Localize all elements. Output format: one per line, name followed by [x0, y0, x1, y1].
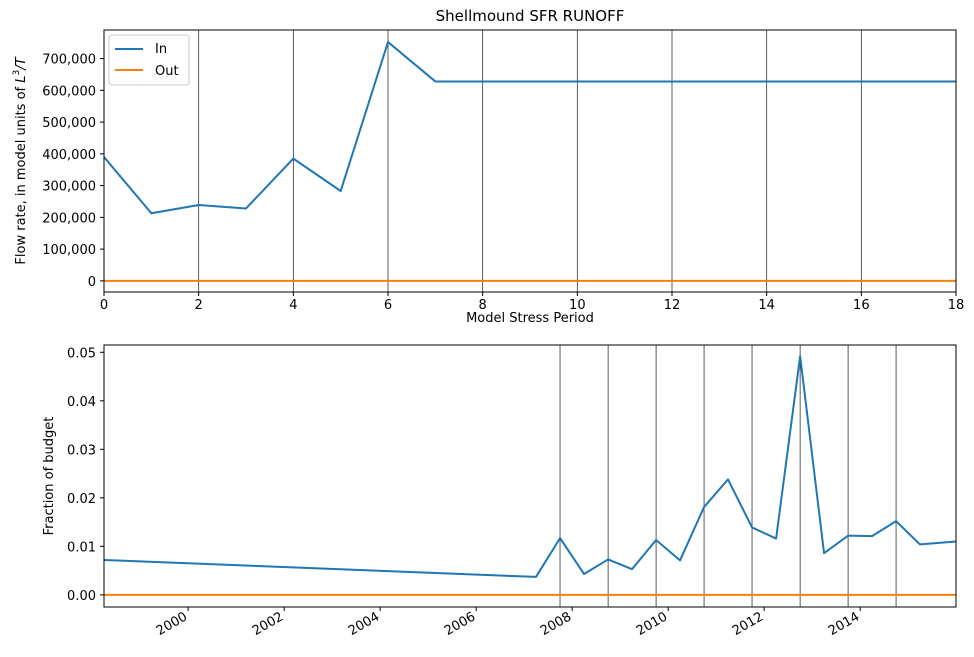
bottom-x-tick-label: 2006 — [442, 609, 478, 639]
top-y-axis-label-T: /T — [14, 56, 29, 70]
top-x-tick-label: 2 — [195, 298, 203, 313]
top-x-tick-label: 8 — [479, 298, 487, 313]
legend-in-label: In — [155, 42, 167, 57]
bottom-y-tick-label: 0.05 — [67, 346, 96, 361]
top-series-line-in — [103, 41, 956, 215]
top-series — [103, 41, 956, 282]
bottom-y-tick-label: 0.04 — [67, 395, 96, 410]
bottom-x-tick-label: 2000 — [154, 609, 190, 639]
bottom-y-tick-label: 0.02 — [67, 492, 96, 507]
top-y-axis-label: Flow rate, in model units of L3/T — [12, 56, 29, 264]
bottom-y-tick-label: 0.03 — [67, 443, 96, 458]
top-x-tick-label: 4 — [289, 298, 297, 313]
top-y-axis-label-prefix: Flow rate, in model units of — [14, 83, 29, 265]
bottom-series-line-in — [103, 355, 957, 578]
top-x-tick-label: 14 — [758, 298, 775, 313]
bottom-y-axis-label: Fraction of budget — [42, 417, 57, 536]
bottom-x-axis: 2000 2002 2004 2006 2008 2010 2012 2014 — [154, 607, 862, 639]
top-y-tick-label: 100,000 — [42, 243, 96, 258]
bottom-x-tick-label: 2008 — [538, 609, 574, 639]
bottom-series — [103, 355, 957, 596]
bottom-y-tick-label: 0.00 — [67, 589, 96, 604]
top-x-tick-label: 12 — [664, 298, 681, 313]
top-y-axis-label-L: L — [14, 75, 29, 82]
top-x-tick-label: 18 — [948, 298, 965, 313]
legend-frame — [108, 34, 190, 86]
top-y-tick-label: 0 — [88, 275, 96, 290]
top-legend: In Out — [108, 34, 190, 86]
top-panel: Shellmound SFR RUNOFF 0100,000200,000300… — [12, 7, 964, 326]
bottom-x-tick-label: 2012 — [730, 609, 766, 639]
top-y-tick-label: 400,000 — [42, 148, 96, 163]
bottom-x-tick-label: 2014 — [826, 609, 862, 639]
bottom-vlines — [559, 345, 897, 607]
top-y-axis: 0 100,000 200,000 300,000 400,000 500,000 600,… — [42, 53, 104, 290]
top-chart-title: Shellmound SFR RUNOFF — [436, 7, 625, 25]
bottom-plot-frame — [103, 344, 957, 608]
top-y-tick-label: 500,000 — [42, 116, 96, 131]
top-y-tick-label: 600,000 — [42, 84, 96, 99]
bottom-x-tick-label: 2010 — [634, 609, 670, 639]
top-y-tick-label: 700,000 — [42, 53, 96, 68]
legend-out-label: Out — [155, 64, 179, 79]
top-x-tick-label: 0 — [100, 298, 108, 313]
bottom-panel: 0.000.010.020.030.040.05 2000 2002 2004 200… — [42, 344, 957, 639]
bottom-y-axis: 0.00 0.01 0.02 0.03 0.04 0.05 — [67, 346, 104, 604]
top-y-tick-label: 200,000 — [42, 211, 96, 226]
bottom-x-tick-label: 2002 — [250, 609, 286, 639]
bottom-x-tick-label: 2004 — [346, 609, 382, 639]
top-vlines — [198, 30, 862, 292]
top-x-axis-label: Model Stress Period — [466, 311, 594, 326]
top-y-tick-label: 300,000 — [42, 180, 96, 195]
bottom-y-tick-label: 0.01 — [67, 540, 96, 555]
top-x-tick-label: 10 — [569, 298, 586, 313]
top-x-tick-label: 6 — [384, 298, 392, 313]
top-y-axis-label-exponent: 3 — [12, 70, 22, 76]
top-x-axis: 0 2 4 6 8 10 12 14 16 18 — [100, 292, 964, 313]
top-x-tick-label: 16 — [853, 298, 870, 313]
top-plot-frame — [103, 29, 957, 293]
